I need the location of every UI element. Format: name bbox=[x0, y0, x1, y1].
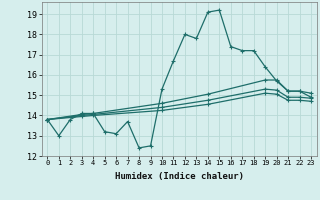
X-axis label: Humidex (Indice chaleur): Humidex (Indice chaleur) bbox=[115, 172, 244, 181]
